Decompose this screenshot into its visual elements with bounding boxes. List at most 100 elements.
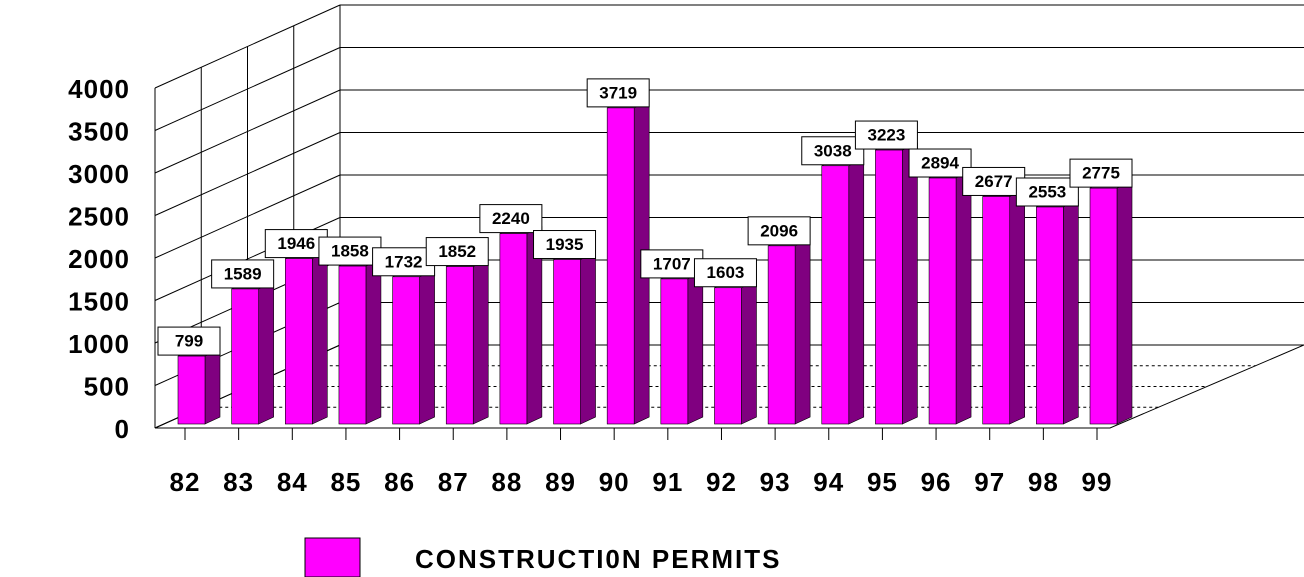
x-tick-label: 97 [974,467,1005,497]
value-label: 2096 [760,221,798,240]
value-label-box [908,148,972,178]
x-tick-label: 99 [1082,467,1113,497]
y-tick-label: 4000 [68,74,130,104]
value-label-box [1069,158,1133,188]
value-label: 1707 [653,254,691,273]
value-label: 2677 [975,172,1013,191]
x-tick-label: 85 [330,467,361,497]
bar-side [687,271,704,425]
bar [1036,206,1064,425]
bar [392,276,420,425]
value-label-box [586,78,650,108]
value-label: 1946 [277,234,315,253]
x-tick-label: 82 [170,467,201,497]
x-tick-label: 92 [706,467,737,497]
x-tick-label: 84 [277,467,308,497]
bar [553,259,581,425]
x-tick-label: 96 [921,467,952,497]
y-tick-label: 2500 [68,201,130,231]
x-tick-label: 90 [599,467,630,497]
x-tick-label: 91 [652,467,683,497]
value-label: 1852 [438,242,476,261]
value-label: 2553 [1028,182,1066,201]
x-tick-label: 87 [438,467,469,497]
bar-side [1116,180,1133,425]
y-tick-label: 1000 [68,329,130,359]
value-label: 2894 [921,153,959,172]
value-label: 2775 [1082,164,1120,183]
value-label-box [425,237,489,267]
x-tick-label: 94 [813,467,844,497]
value-label: 799 [175,332,203,351]
bar [284,258,313,425]
bar-side [1009,188,1026,425]
bar-side [848,158,865,425]
value-label-box [533,230,597,260]
bar-side [794,238,811,425]
value-label: 1935 [546,235,584,254]
bar [499,233,528,425]
bar-side [204,348,221,425]
value-label-box [372,247,436,277]
value-label-box [318,236,382,266]
x-tick-label: 95 [867,467,898,497]
legend-label: CONSTRUCTI0N PERMITS [415,544,781,574]
value-label: 3223 [867,126,905,145]
bar [928,177,957,425]
bar-side [1063,199,1079,425]
x-tick-label: 86 [384,467,415,497]
bar-side [902,142,918,425]
y-tick-label: 2000 [68,244,130,274]
x-tick-label: 88 [491,467,522,497]
legend-swatch [304,537,361,577]
bar [660,278,689,425]
value-label-box [157,326,221,356]
value-label: 1589 [224,264,262,283]
value-label-box [801,136,865,166]
value-label-box [962,166,1026,196]
value-label-box [640,249,704,279]
value-label-box [211,259,275,289]
x-tick-label: 89 [545,467,576,497]
x-tick-label: 98 [1028,467,1059,497]
bar-side [472,259,489,425]
y-tick-label: 0 [115,414,130,444]
x-tick-label: 83 [223,467,254,497]
y-tick-label: 3500 [68,116,130,146]
y-tick-label: 1500 [68,286,130,316]
bar [821,165,850,425]
bar [445,266,474,425]
value-label-box [747,216,811,246]
bar [767,245,796,425]
value-label: 3719 [599,83,637,102]
bar-side [311,251,328,425]
value-label: 2240 [492,209,530,228]
bar [338,265,367,425]
bar [875,149,903,425]
bar-side [365,258,382,425]
value-label: 1603 [707,263,745,282]
value-label-box [264,229,328,259]
value-label-box [693,258,757,288]
bar [231,288,259,425]
value-label: 1858 [331,242,369,261]
bar [177,355,206,425]
value-label: 1732 [385,252,423,271]
bar-side [258,281,274,425]
y-tick-label: 500 [84,371,130,401]
value-label-box [479,204,543,234]
bar [1089,187,1118,425]
bar [982,196,1011,425]
value-label-box [1015,177,1079,207]
bar-side [419,269,435,425]
bar [606,107,635,425]
y-tick-label: 3000 [68,159,130,189]
value-label: 3038 [814,141,852,160]
bar-side [741,280,757,425]
value-label-box [854,120,918,150]
bar [714,287,742,425]
bar-side [955,170,972,425]
bar-side [580,252,596,425]
